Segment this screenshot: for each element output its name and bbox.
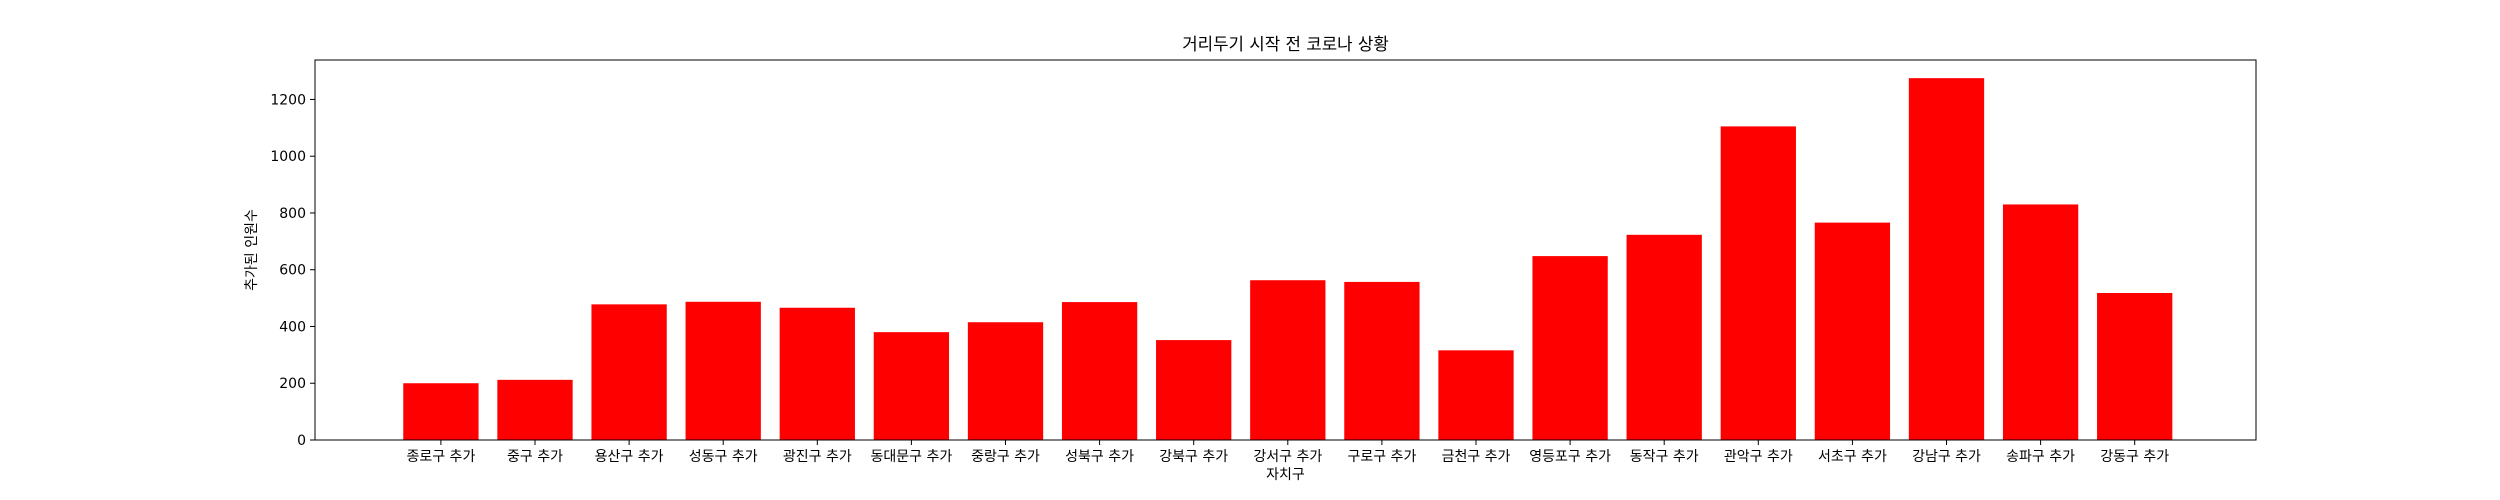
x-tick-label: 용산구 추가 [595,449,664,465]
bars-layer [403,78,2173,440]
x-tick-label: 강북구 추가 [1159,449,1228,465]
x-tick-label: 종로구 추가 [406,449,475,465]
bar [1908,78,1985,440]
bar [1250,280,1326,440]
y-tick-label: 200 [279,376,306,392]
bar [1626,234,1702,440]
bar [967,322,1044,440]
x-tick-label: 송파구 추가 [2006,449,2075,465]
bar [2097,292,2173,440]
bar [1814,222,1891,440]
bar [1344,281,1420,440]
x-tick-label: 동작구 추가 [1630,449,1699,465]
x-tick-label: 구로구 추가 [1347,449,1416,465]
x-tick-label: 동대문구 추가 [871,449,953,465]
x-tick-label: 성동구 추가 [689,449,758,465]
x-tick-label: 강서구 추가 [1253,449,1322,465]
x-axis-ticks: 종로구 추가 중구 추가 용산구 추가 성동구 추가 광진구 추가 동대문구 추가 중랑구 … [406,440,2169,465]
y-axis-ticks: 0 200 400 600 800 1000 1200 [270,92,315,449]
x-tick-label: 중구 추가 [507,449,563,465]
bar [1532,256,1608,440]
chart-title: 거리두기 시작 전 코로나 상황 [1182,34,1389,54]
y-tick-label: 400 [279,319,306,335]
bar [873,332,950,440]
bar [591,304,667,440]
bar [779,307,855,440]
y-tick-label: 600 [279,263,306,279]
axes-layer [314,59,2257,441]
plot-frame [314,59,2257,441]
bar [403,383,479,440]
x-tick-label: 강동구 추가 [2100,449,2169,465]
y-axis-title: 추가된 인원수 [244,209,260,291]
x-tick-label: 영등포구 추가 [1529,449,1611,465]
x-tick-label: 금천구 추가 [1442,449,1511,465]
x-tick-label: 관악구 추가 [1724,449,1793,465]
bar [2002,204,2079,440]
x-tick-label: 강남구 추가 [1912,449,1981,465]
bar [497,379,573,440]
y-tick-label: 1000 [270,149,306,165]
x-axis-title: 자치구 [1266,467,1305,483]
bar [685,301,761,440]
y-tick-label: 0 [297,433,306,449]
bar [1720,126,1796,440]
y-tick-label: 1200 [270,92,306,108]
bar [1061,302,1138,440]
y-tick-label: 800 [279,206,306,222]
x-tick-label: 성북구 추가 [1065,449,1134,465]
x-tick-label: 서초구 추가 [1818,449,1887,465]
bar [1438,350,1514,440]
x-tick-label: 중랑구 추가 [971,449,1040,465]
x-tick-label: 광진구 추가 [783,449,852,465]
bar [1156,340,1232,440]
